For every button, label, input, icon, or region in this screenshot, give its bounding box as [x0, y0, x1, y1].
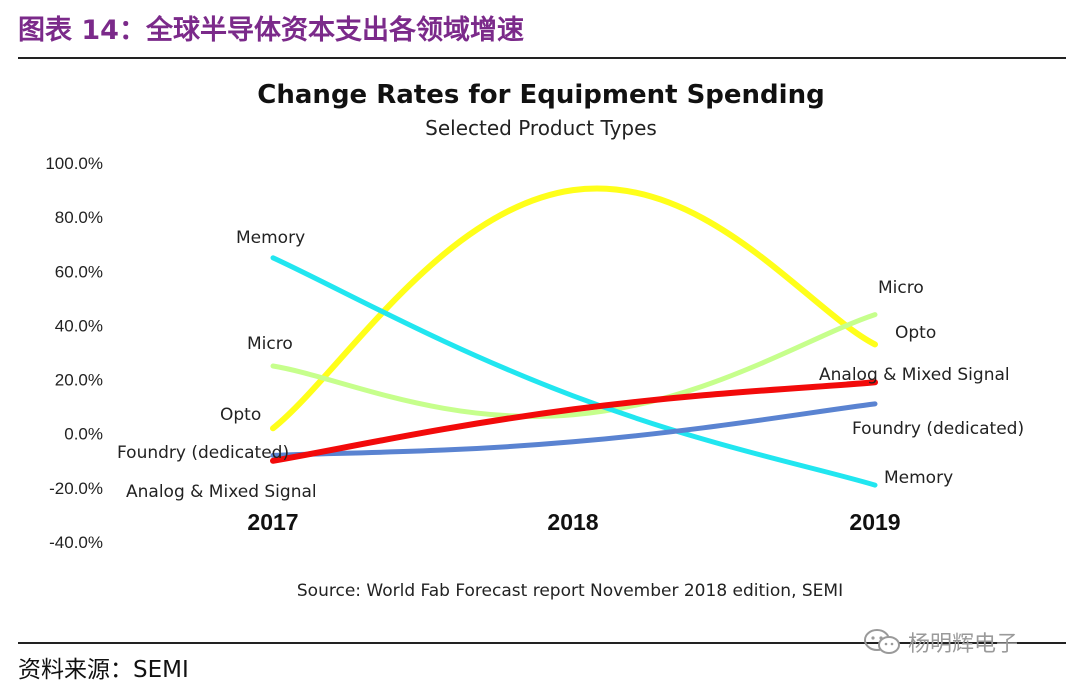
series-line-analog-mixed-signal	[270, 379, 878, 464]
series-label: Analog & Mixed Signal	[819, 365, 1010, 385]
y-tick-label: 40.0%	[55, 316, 103, 335]
series-labels: Memory Memory Opto Opto Micro Micro Foundry (d…	[117, 228, 1024, 502]
series-line-foundry-dedicated	[270, 401, 878, 458]
source-line: 资料来源：SEMI	[18, 657, 189, 683]
y-tick-label: -40.0%	[49, 533, 103, 552]
series-label: Analog & Mixed Signal	[126, 482, 317, 502]
y-tick-label: 0.0%	[64, 425, 103, 444]
x-tick-label: 2019	[849, 509, 900, 535]
x-tick-label: 2018	[547, 509, 598, 535]
bottom-rule	[18, 642, 1066, 644]
series-line-opto	[270, 185, 878, 432]
top-rule	[18, 57, 1066, 59]
y-tick-label: 80.0%	[55, 208, 103, 227]
series-label: Opto	[895, 323, 936, 343]
series-lines	[270, 185, 878, 488]
chart: Change Rates for Equipment Spending Sele…	[45, 80, 1024, 601]
series-label: Foundry (dedicated)	[852, 419, 1024, 439]
x-axis: 2017 2018 2019	[247, 509, 900, 535]
series-label: Opto	[220, 405, 261, 425]
series-label: Memory	[236, 228, 305, 248]
y-tick-label: -20.0%	[49, 479, 103, 498]
series-label: Foundry (dedicated)	[117, 443, 289, 463]
series-label: Micro	[878, 278, 924, 298]
y-tick-label: 100.0%	[45, 154, 103, 173]
chart-subtitle: Selected Product Types	[425, 116, 657, 140]
wechat-icon	[864, 629, 900, 654]
watermark: 杨明辉电子	[862, 626, 1018, 658]
chart-title: Change Rates for Equipment Spending	[257, 80, 824, 110]
chart-source-note: Source: World Fab Forecast report Novemb…	[297, 581, 843, 601]
series-label: Memory	[884, 468, 953, 488]
y-tick-label: 60.0%	[55, 262, 103, 281]
series-line-memory	[270, 255, 878, 488]
watermark-text: 杨明辉电子	[908, 632, 1019, 657]
x-tick-label: 2017	[247, 509, 298, 535]
figure-title: 图表 14：全球半导体资本支出各领域增速	[18, 15, 524, 46]
y-tick-label: 20.0%	[55, 371, 103, 390]
y-axis: 100.0% 80.0% 60.0% 40.0% 20.0% 0.0% -20.0% -40.…	[45, 154, 103, 552]
series-line-micro	[270, 312, 878, 419]
series-label: Micro	[247, 334, 293, 354]
